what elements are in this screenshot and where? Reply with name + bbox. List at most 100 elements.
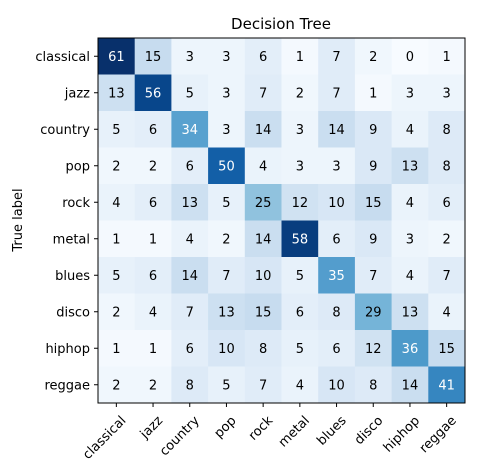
- x-tick-label: pop: [212, 413, 240, 441]
- x-tick-label: reggae: [417, 413, 460, 456]
- heatmap-cell: [318, 74, 356, 112]
- cell-value-label: 7: [443, 269, 451, 284]
- cell-value-label: 3: [332, 159, 340, 174]
- cell-value-label: 41: [438, 378, 455, 393]
- x-tick-label: country: [157, 413, 203, 459]
- heatmap-cell: [134, 147, 172, 185]
- cell-value-label: 2: [149, 159, 157, 174]
- heatmap-cell: [208, 38, 246, 75]
- heatmap-cell: [354, 74, 393, 112]
- heatmap-cell: [208, 257, 246, 294]
- x-tick-label: classical: [80, 413, 129, 462]
- cell-value-label: 5: [296, 342, 304, 357]
- heatmap-cell: [281, 184, 319, 221]
- heatmap-cell: [134, 184, 172, 221]
- cell-value-label: 3: [186, 50, 194, 65]
- cell-value-label: 8: [259, 342, 267, 357]
- cell-value-label: 1: [369, 86, 377, 101]
- cell-value-label: 1: [296, 50, 304, 65]
- heatmap-cell: [428, 293, 466, 331]
- cell-value-label: 9: [369, 159, 377, 174]
- cell-value-label: 1: [443, 50, 451, 65]
- heatmap-cell: [98, 184, 136, 221]
- heatmap-cell: [244, 147, 282, 185]
- cell-value-label: 35: [328, 269, 345, 284]
- heatmap-cell: [428, 74, 466, 112]
- heatmap-cell: [428, 366, 466, 404]
- y-tick-label: disco: [56, 305, 90, 320]
- heatmap-cell: [281, 220, 319, 258]
- cell-value-label: 8: [186, 378, 194, 393]
- cell-value-label: 2: [296, 86, 304, 101]
- cell-value-label: 7: [332, 50, 340, 65]
- heatmap-cell: [281, 330, 319, 367]
- cell-value-label: 29: [365, 305, 382, 320]
- cell-value-label: 1: [112, 342, 120, 357]
- y-tick-label: jazz: [64, 86, 90, 101]
- cell-value-label: 15: [255, 305, 272, 320]
- heatmap-cell: [318, 184, 356, 221]
- heatmap-cell: [318, 220, 356, 258]
- heatmap-cell: [208, 111, 246, 148]
- cell-value-label: 4: [112, 196, 120, 211]
- heatmap-cell: [134, 111, 172, 148]
- cell-value-label: 7: [332, 86, 340, 101]
- heatmap-cell: [428, 184, 466, 221]
- heatmap-cell: [208, 74, 246, 112]
- heatmap-cell: [391, 111, 429, 148]
- heatmap-cell: [391, 74, 429, 112]
- heatmap-cell: [171, 330, 209, 367]
- heatmap-cell: [354, 257, 393, 294]
- cell-value-label: 3: [406, 232, 414, 247]
- cell-value-label: 4: [259, 159, 267, 174]
- y-tick-label: hiphop: [45, 342, 90, 357]
- cell-value-label: 3: [296, 123, 304, 138]
- heatmap-cell: [354, 147, 393, 185]
- heatmap-cell: [391, 366, 429, 404]
- cell-value-label: 3: [222, 123, 230, 138]
- heatmap-cell: [281, 74, 319, 112]
- heatmap-cell: [318, 366, 356, 404]
- heatmap-cell: [134, 366, 172, 404]
- cell-value-label: 14: [255, 232, 272, 247]
- y-tick-label: reggae: [44, 378, 90, 393]
- y-tick-label: metal: [53, 232, 90, 247]
- cell-value-label: 8: [443, 123, 451, 138]
- heatmap-cell: [171, 74, 209, 112]
- cell-value-label: 1: [149, 232, 157, 247]
- heatmap-cell: [134, 293, 172, 331]
- cell-value-label: 25: [255, 196, 272, 211]
- heatmap-cell: [281, 257, 319, 294]
- cell-value-label: 6: [332, 342, 340, 357]
- cell-value-label: 6: [149, 196, 157, 211]
- heatmap-cell: [98, 147, 136, 185]
- heatmap-cell: [318, 147, 356, 185]
- cell-value-label: 2: [369, 50, 377, 65]
- heatmap-cell: [354, 293, 393, 331]
- heatmap-cell: [98, 330, 136, 367]
- cell-value-label: 2: [112, 305, 120, 320]
- heatmap-cell: [281, 111, 319, 148]
- heatmap-cell: [208, 147, 246, 185]
- heatmap-cell: [354, 38, 393, 75]
- heatmap-cell: [318, 257, 356, 294]
- cell-value-label: 61: [108, 50, 125, 65]
- heatmap-cell: [171, 38, 209, 75]
- heatmap-cell: [281, 366, 319, 404]
- heatmap-cell: [134, 220, 172, 258]
- x-tick-label: jazz: [137, 413, 166, 442]
- x-tick-label: rock: [246, 413, 277, 444]
- y-tick-label: country: [40, 123, 90, 138]
- cell-value-label: 12: [365, 342, 382, 357]
- heatmap-cell: [98, 74, 136, 112]
- heatmap-cell: [171, 366, 209, 404]
- y-tick-label: pop: [66, 159, 90, 174]
- heatmap-cell: [208, 293, 246, 331]
- cell-value-label: 13: [402, 305, 419, 320]
- cell-value-label: 2: [112, 159, 120, 174]
- heatmap-cell: [98, 293, 136, 331]
- x-tick-label: hiphop: [381, 413, 423, 455]
- cell-value-label: 14: [255, 123, 272, 138]
- y-tick-label: rock: [62, 196, 90, 211]
